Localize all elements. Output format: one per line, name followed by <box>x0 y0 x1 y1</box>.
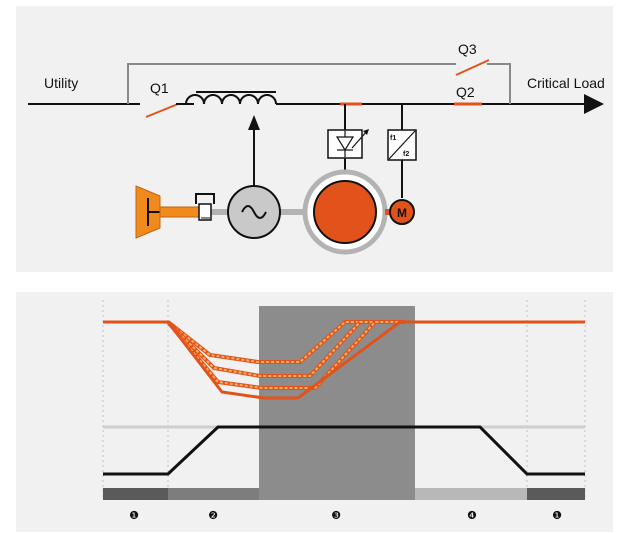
phase-label-3: ❸ <box>331 509 341 522</box>
label-utility: Utility <box>44 75 78 91</box>
phase-1-bar <box>103 488 168 500</box>
diesel-engine <box>135 185 201 239</box>
generator <box>227 185 281 239</box>
phase-3-band <box>259 306 415 499</box>
motor: M <box>389 199 415 225</box>
phase-label-1: ❶ <box>129 509 139 522</box>
sine-wave-icon <box>241 205 267 219</box>
switch-q3 <box>455 59 490 76</box>
switch-q1 <box>145 103 179 118</box>
choke-inductor <box>176 91 286 110</box>
phase-label-1b: ❶ <box>552 509 562 522</box>
label-q3: Q3 <box>458 41 477 57</box>
phase-1b-bar <box>527 488 585 500</box>
q1-gap <box>140 98 178 110</box>
frequency-converter-box: f1 f2 <box>387 129 417 161</box>
phase-label-4: ❹ <box>467 509 477 522</box>
converter-f1: f1 <box>390 135 396 142</box>
speed-curve-family <box>166 320 405 390</box>
flywheel <box>302 169 388 255</box>
bypass-path-right <box>487 63 511 104</box>
phase-bar <box>103 488 585 500</box>
label-q1: Q1 <box>150 80 169 96</box>
motor-label: M <box>397 206 407 220</box>
phase-3-bar <box>259 488 415 500</box>
clutch <box>195 193 215 221</box>
gen-feed-arrow <box>248 115 260 130</box>
phase-label-2: ❷ <box>208 509 218 522</box>
phase-2-bar <box>168 488 259 500</box>
phase-guides <box>102 300 586 499</box>
engine-power-curve <box>103 425 585 476</box>
label-q2: Q2 <box>456 84 475 100</box>
converter-f2: f2 <box>403 151 409 158</box>
label-critical-load: Critical Load <box>527 75 605 91</box>
phase-4-bar <box>415 488 527 500</box>
bypass-path-left <box>127 63 456 104</box>
controlled-rectifier-box <box>327 129 369 159</box>
